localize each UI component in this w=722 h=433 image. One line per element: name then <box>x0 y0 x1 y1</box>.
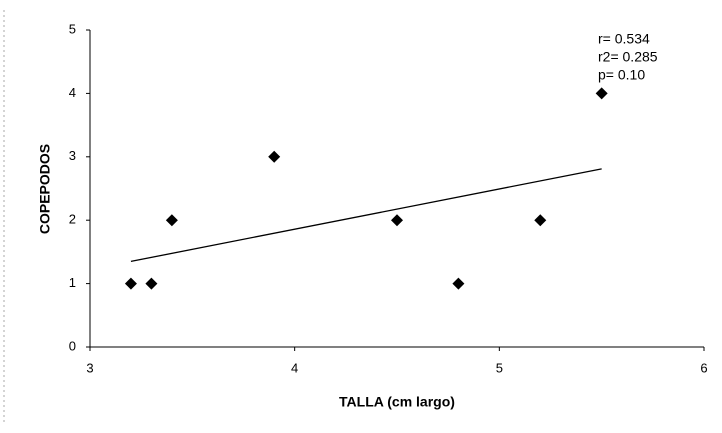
point <box>391 214 403 227</box>
stat-annotation: p= 0.10 <box>598 67 645 83</box>
point <box>165 214 178 227</box>
y-tick-label: 3 <box>69 148 76 163</box>
x-tick-label: 5 <box>496 360 503 375</box>
stat-annotation: r= 0.534 <box>598 31 650 47</box>
y-tick-label: 0 <box>69 338 76 353</box>
x-tick-label: 4 <box>291 360 298 375</box>
trend-line <box>130 168 602 263</box>
x-tick-label: 3 <box>86 360 93 375</box>
x-tick-label: 6 <box>700 360 707 375</box>
y-axis-title: COPEPODOS <box>37 144 53 234</box>
point <box>595 87 608 100</box>
point <box>124 277 137 290</box>
point <box>452 277 465 290</box>
point <box>145 277 158 290</box>
y-tick-label: 5 <box>69 21 76 36</box>
point <box>534 214 547 227</box>
point <box>268 150 281 163</box>
y-tick-label: 1 <box>69 275 76 290</box>
y-tick-label: 2 <box>69 212 76 227</box>
y-tick-label: 4 <box>69 85 76 100</box>
x-axis-title: TALLA (cm largo) <box>339 394 455 410</box>
stat-annotation: r2= 0.285 <box>598 49 658 65</box>
